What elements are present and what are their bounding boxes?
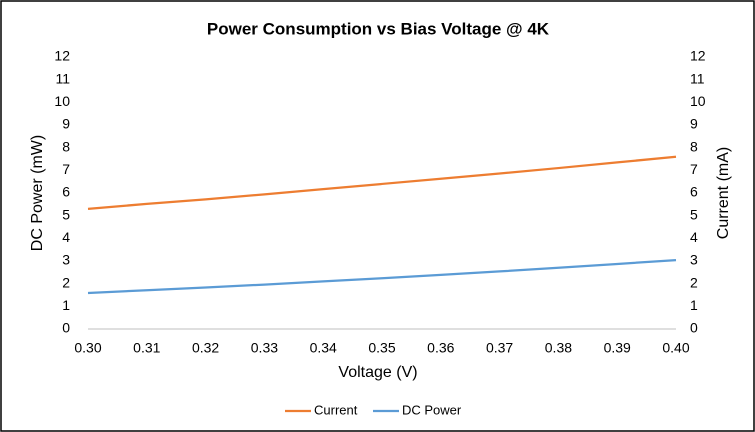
y-tick-label: 3 [62,252,70,268]
x-tick-label: 0.31 [133,340,160,356]
x-tick-label: 0.32 [192,340,219,356]
y-tick-label: 6 [62,184,70,200]
x-tick-label: 0.36 [427,340,454,356]
y-tick-label: 8 [62,138,70,154]
y2-axis-title: Current (mA) [715,147,732,239]
x-tick-label: 0.33 [251,340,278,356]
x-tick-label: 0.38 [545,340,572,356]
x-tick-label: 0.40 [662,340,689,356]
y-tick-label: 7 [62,161,70,177]
y2-tick-label: 7 [690,161,698,177]
y2-tick-label: 3 [690,252,698,268]
y-axis-title: DC Power (mW) [29,135,46,251]
y-tick-label: 9 [62,116,70,132]
y-tick-label: 10 [54,93,70,109]
chart-title: Power Consumption vs Bias Voltage @ 4K [207,19,550,38]
y2-tick-label: 8 [690,138,698,154]
y-tick-label: 1 [62,297,70,313]
y2-tick-label: 1 [690,297,698,313]
y2-tick-label: 2 [690,274,698,290]
y-tick-label: 5 [62,206,70,222]
legend-label: DC Power [402,402,462,417]
series-line [87,258,677,295]
x-tick-label: 0.34 [310,340,337,356]
y-tick-label: 12 [54,48,70,64]
y2-tick-label: 10 [690,93,706,109]
y2-tick-label: 0 [690,320,698,336]
y-tick-label: 2 [62,274,70,290]
y2-tick-label: 12 [690,48,706,64]
x-tick-label: 0.35 [368,340,395,356]
y-tick-label: 11 [55,70,70,86]
y2-tick-label: 6 [690,184,698,200]
y2-tick-label: 11 [690,70,705,86]
series-line [87,155,677,210]
y-tick-label: 0 [62,320,70,336]
x-axis-title: Voltage (V) [338,364,417,381]
legend-label: Current [314,402,358,417]
y-tick-label: 4 [62,229,70,245]
x-tick-label: 0.30 [74,340,101,356]
y2-tick-label: 9 [690,116,698,132]
x-tick-label: 0.37 [486,340,513,356]
y2-tick-label: 4 [690,229,698,245]
y2-tick-label: 5 [690,206,698,222]
x-tick-label: 0.39 [604,340,631,356]
